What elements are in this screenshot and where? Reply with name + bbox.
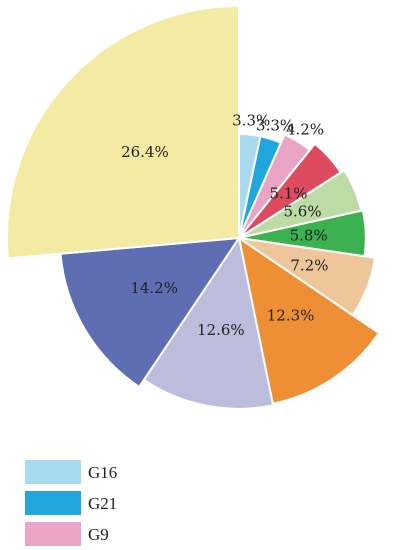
legend-label: G21 [88, 494, 117, 513]
pie-slice [6, 4, 240, 260]
slice-label: 5.1% [269, 185, 307, 203]
legend-swatch [25, 522, 81, 546]
slice-label: 7.2% [290, 256, 328, 274]
pie-slice [142, 235, 275, 410]
slice-label: 26.4% [121, 143, 169, 161]
slice-labels: 3.3%3.3%4.2%5.1%5.6%5.8%7.2%12.3%12.6%14… [121, 112, 328, 340]
slice-label: 12.3% [267, 306, 315, 324]
legend-label: G16 [88, 463, 117, 482]
slice-label: 5.8% [290, 226, 328, 244]
legend: G16 G21 G9 [25, 460, 117, 546]
legend-swatch [25, 491, 81, 515]
slice-label: 3.3% [232, 112, 270, 130]
pie-slice [237, 235, 381, 405]
slice-label: 5.6% [283, 202, 321, 220]
legend-label: G9 [88, 525, 109, 544]
slice-label: 3.3% [256, 117, 294, 135]
slice-label: 4.2% [286, 121, 324, 139]
legend-swatch [25, 460, 81, 484]
pie-slices [6, 4, 381, 410]
slice-label: 12.6% [197, 321, 245, 339]
slice-label: 14.2% [130, 279, 178, 297]
pie-slice [59, 236, 241, 389]
